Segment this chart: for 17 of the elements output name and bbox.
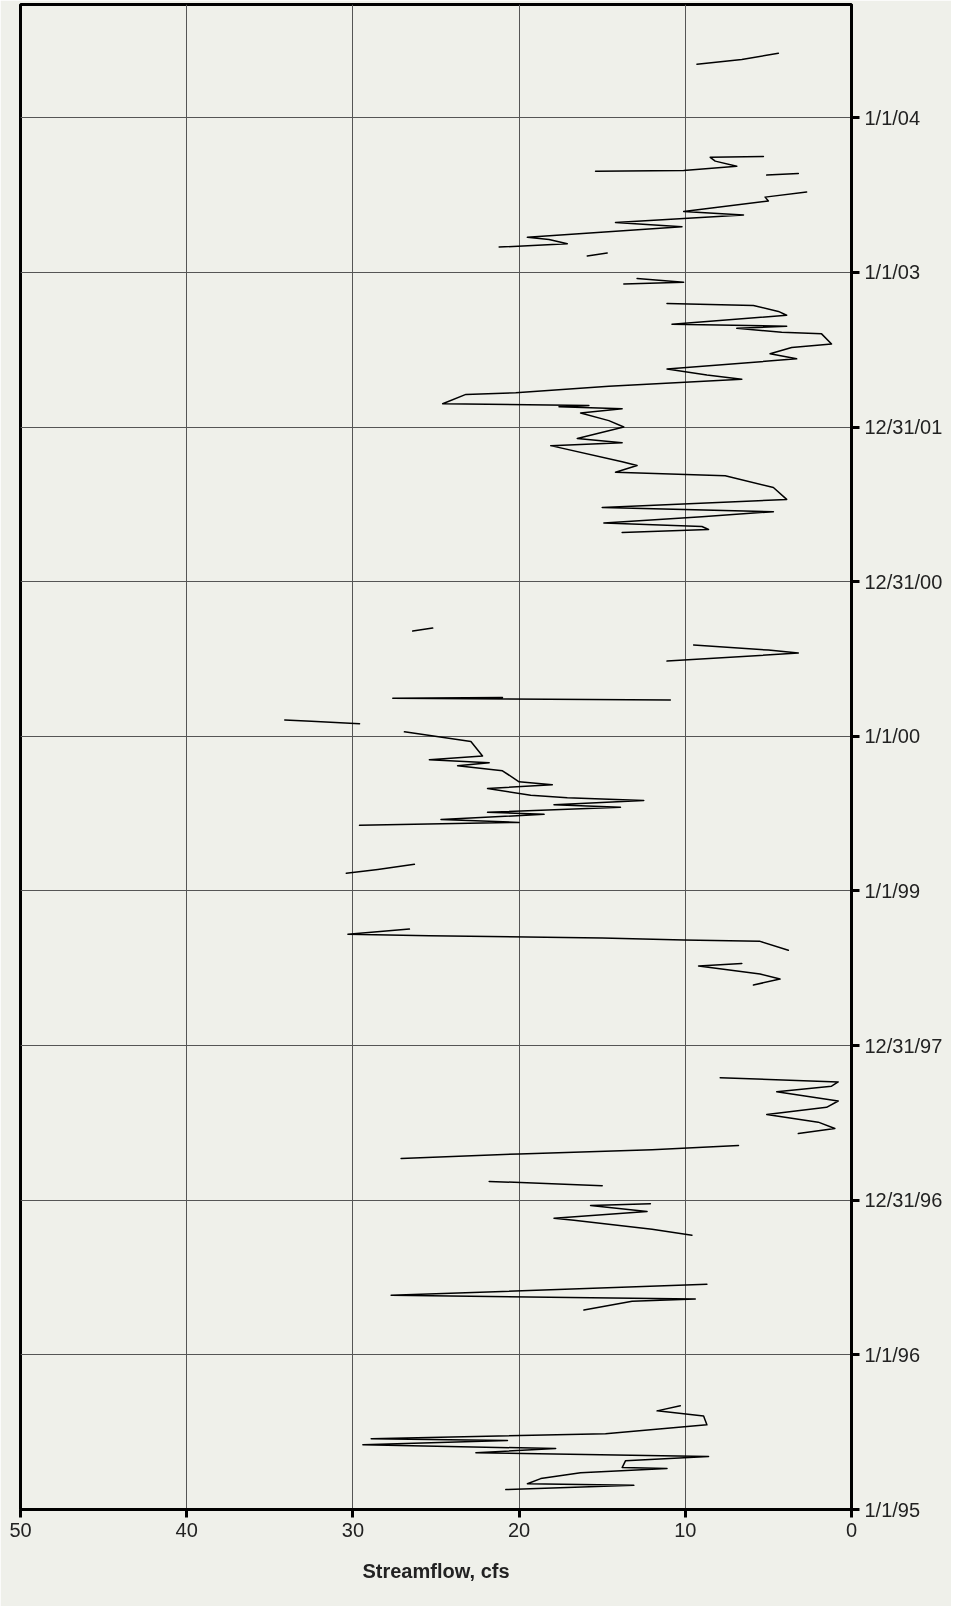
y-tick-label: 1/1/04 [864,106,921,129]
x-axis-title: Streamflow, cfs [362,1559,510,1582]
y-tick-label: 12/31/01 [864,416,943,439]
y-tick-label: 1/1/00 [864,725,921,748]
x-tick-label: 40 [175,1518,198,1541]
y-tick-label: 12/31/00 [864,570,943,593]
x-tick-label: 50 [9,1518,32,1541]
y-tick-label: 12/31/97 [864,1034,943,1057]
y-tick-label: 1/1/95 [864,1498,921,1521]
y-tick-label: 12/31/96 [864,1189,943,1212]
x-tick-label: 30 [341,1518,365,1541]
y-tick-label: 1/1/99 [864,879,921,902]
y-tick-label: 1/1/96 [864,1343,921,1366]
x-tick-label: 10 [674,1518,697,1541]
x-tick-label: 20 [507,1518,531,1541]
y-tick-label: 1/1/03 [864,261,921,284]
x-tick-label: 0 [845,1518,858,1541]
